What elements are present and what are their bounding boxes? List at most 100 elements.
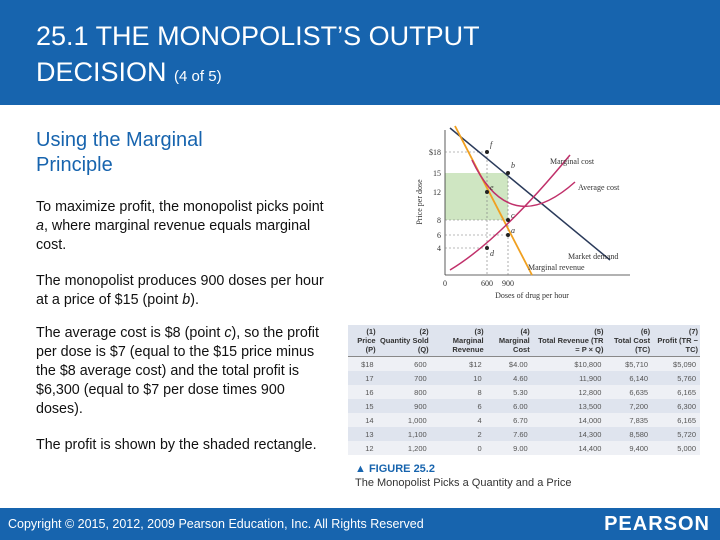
point-letter: c	[224, 325, 232, 341]
points	[485, 150, 510, 250]
subheading: Using the Marginal Principle	[36, 129, 203, 176]
table-cell: 1,200	[377, 441, 431, 455]
y-axis-label: Price per dose	[415, 179, 424, 225]
text: The profit is shown by the shaded rectan…	[36, 437, 317, 453]
column-header: (6) Total Cost (TC)	[605, 325, 653, 357]
table-cell: 6.70	[485, 413, 532, 427]
column-header: (5) Total Revenue (TR = P × Q)	[531, 325, 606, 357]
figure-title: The Monopolist Picks a Quantity and a Pr…	[355, 477, 572, 489]
point-letter: a	[36, 218, 44, 234]
column-number: (3)	[474, 327, 484, 336]
table-cell: 1,100	[407, 429, 427, 439]
table-cell: 5,000	[652, 441, 700, 455]
guide-lines	[445, 151, 509, 275]
column-number: (6)	[640, 327, 651, 336]
table-cell: 7,835	[605, 413, 653, 427]
column-header: (4) Marginal Cost	[485, 325, 532, 357]
column-number: (1)	[366, 327, 376, 336]
column-header: (1) Price (P)	[348, 325, 378, 357]
demand-curve	[449, 127, 611, 261]
footer: Copyright © 2015, 2012, 2009 Pearson Edu…	[0, 508, 720, 540]
point-label: b	[511, 161, 515, 170]
text: To maximize profit, the monopolist picks…	[36, 199, 324, 215]
table-cell: 7.60	[513, 429, 528, 439]
copyright: Copyright © 2015, 2012, 2009 Pearson Edu…	[8, 517, 424, 531]
table-cell: 4	[430, 413, 486, 427]
text: ).	[190, 292, 199, 308]
table-cell: 14	[348, 413, 378, 427]
point-label: a	[511, 226, 515, 235]
column-number: (7)	[688, 327, 698, 336]
table-row: 15 900 6 6.00 13,500 7,200 6,300	[348, 399, 700, 413]
column-header: (2) Quantity Sold (Q)	[377, 325, 431, 357]
table-cell: 14,000	[531, 413, 606, 427]
x-axis-label: Doses of drug per hour	[495, 291, 569, 300]
title: DECISION (4 of 5)	[36, 56, 222, 93]
table-cell: 0	[430, 441, 486, 455]
y-tick-label: 15	[433, 169, 441, 178]
column-header: (7) Profit (TR − TC)	[652, 325, 700, 357]
column-name: Total Cost (TC)	[613, 336, 651, 354]
table-cell: 12,800	[531, 385, 606, 399]
curve-label: Average cost	[578, 183, 620, 192]
paragraph: The average cost is $8 (point c), so the…	[36, 324, 331, 419]
table-row: 12 1,200 0 9.00 14,400 9,400 5,000	[348, 441, 700, 455]
table-cell: 6,140	[629, 373, 649, 383]
table-cell: 4.60	[513, 373, 528, 383]
table-cell: 9,400	[605, 441, 653, 455]
y-tick-label: $18	[429, 148, 441, 157]
x-tick-label: 0	[443, 279, 447, 288]
point-label: e	[490, 183, 494, 192]
title: 25.1 THE MONOPOLIST’S OUTPUT	[36, 21, 480, 51]
table-cell: 13,500	[578, 401, 602, 411]
column-number: (2)	[419, 327, 429, 336]
table-row: 13 1,100 2 7.60 14,300 8,580 5,720	[348, 427, 700, 441]
table-cell: 7,200	[629, 401, 649, 411]
table-cell: 17	[365, 373, 374, 383]
table-cell: 900	[414, 401, 427, 411]
point-letter: b	[182, 292, 191, 308]
table-cell: 15	[365, 401, 374, 411]
marginal-revenue-curve	[454, 125, 533, 276]
table-cell: 11,900	[579, 373, 602, 383]
y-tick-label: 6	[437, 231, 441, 240]
column-name: Quantity Sold (Q)	[379, 336, 429, 354]
table-cell: 800	[377, 385, 431, 399]
table-cell: 16	[348, 385, 378, 399]
table-cell: 6,165	[652, 385, 700, 399]
y-tick-label: 4	[437, 244, 441, 253]
caption: ▲ FIGURE 25.2 The Monopolist Picks a Qua…	[355, 463, 572, 489]
average-cost-curve	[471, 159, 576, 207]
table-cell: 6,300	[677, 401, 696, 411]
figure-graph: $18 15 12 8 6 4 0 600 900 Price per dose Doses of …	[415, 125, 630, 300]
table-cell: 6,635	[605, 385, 653, 399]
table-cell: 700	[414, 373, 427, 383]
column-name: Price (P)	[357, 336, 376, 354]
logo: PEARSON	[604, 513, 710, 535]
column-name: Marginal Revenue	[452, 336, 484, 354]
paragraph: To maximize profit, the monopolist picks…	[36, 198, 331, 255]
table-cell: 14,400	[531, 441, 606, 455]
table-cell: $18	[348, 356, 378, 371]
table-row: 16 800 8 5.30 12,800 6,635 6,165	[348, 385, 700, 399]
table-cell: 2	[477, 429, 482, 439]
point-label: c	[511, 211, 515, 220]
point-label: d	[490, 249, 495, 258]
text: , where marginal revenue equals marginal…	[36, 218, 311, 253]
curve-label: Marginal revenue	[528, 263, 585, 272]
column-number: (5)	[594, 327, 604, 336]
curve-label: Market demand	[568, 252, 618, 261]
y-tick-label: 12	[433, 188, 441, 197]
column-header: (3) Marginal Revenue	[430, 325, 486, 357]
table-row: 14 1,000 4 6.70 14,000 7,835 6,165	[348, 413, 700, 427]
title: DECISION	[36, 57, 167, 87]
text: ), so the profit per dose is $7 (equal t…	[36, 325, 319, 417]
figure-number: FIGURE 25.2	[368, 463, 435, 475]
table-row: $18 600 $12 $4.00 $10,800 $5,710 $5,090	[348, 356, 700, 371]
table-cell: $5,090	[652, 356, 700, 371]
table-cell: 1,000	[377, 413, 431, 427]
header-row: (1) Price (P) (2) Quantity Sold (Q) (3) Margi…	[348, 325, 700, 357]
table-cell: 5.30	[485, 385, 532, 399]
table-row: 17 700 10 4.60 11,900 6,140 5,760	[348, 371, 700, 385]
